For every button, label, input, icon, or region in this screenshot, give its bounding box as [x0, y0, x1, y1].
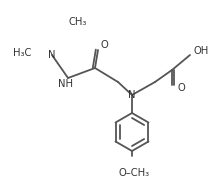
Text: NH: NH [58, 79, 72, 89]
Text: CH₃: CH₃ [68, 17, 86, 27]
Text: H₃C: H₃C [13, 48, 31, 58]
Text: OH: OH [194, 46, 209, 56]
Text: O: O [178, 83, 186, 93]
Text: N: N [128, 90, 136, 100]
Text: N: N [48, 50, 56, 60]
Text: O–CH₃: O–CH₃ [118, 168, 150, 178]
Text: O: O [100, 40, 108, 50]
